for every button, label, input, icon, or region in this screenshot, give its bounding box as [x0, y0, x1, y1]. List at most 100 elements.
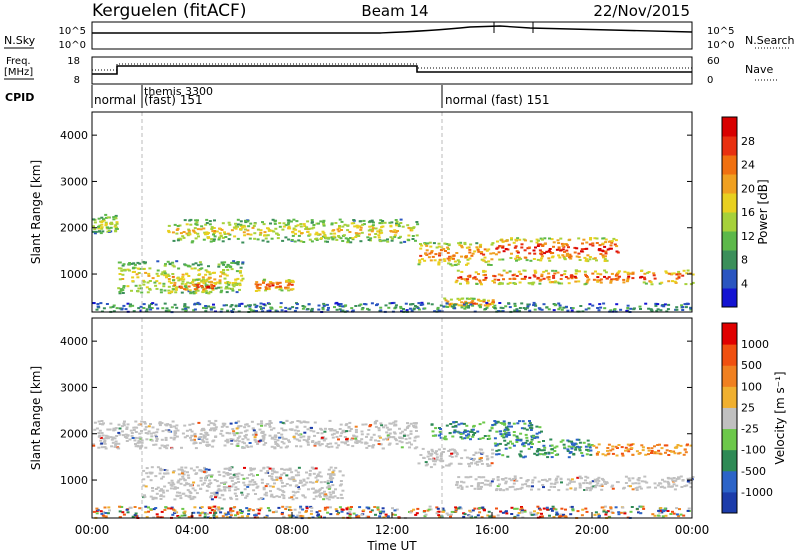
heatmap-cell [539, 515, 543, 518]
heatmap-cell [350, 222, 354, 225]
heatmap-cell [348, 514, 352, 517]
heatmap-cell [214, 511, 218, 514]
heatmap-cell [226, 281, 230, 283]
heatmap-cell [295, 432, 299, 435]
heatmap-cell [202, 440, 206, 443]
heatmap-cell [285, 474, 289, 477]
heatmap-cell [188, 490, 192, 493]
heatmap-cell [239, 228, 242, 231]
heatmap-cell [270, 477, 274, 480]
heatmap-cell [491, 280, 495, 282]
heatmap-cell [548, 251, 552, 253]
heatmap-cell [117, 423, 121, 426]
noise-left-tick-high: 10^5 [59, 26, 86, 37]
heatmap-cell [444, 438, 448, 441]
heatmap-cell [368, 225, 372, 228]
heatmap-cell [267, 227, 270, 230]
heatmap-cell [519, 273, 523, 276]
heatmap-cell [429, 245, 433, 248]
heatmap-cell [476, 484, 480, 486]
heatmap-cell [223, 231, 226, 234]
heatmap-cell [452, 303, 456, 306]
heatmap-cell [332, 229, 336, 232]
heatmap-cell [174, 288, 178, 291]
heatmap-cell [424, 252, 427, 255]
heatmap-cell [99, 302, 103, 305]
heatmap-cell [159, 516, 163, 519]
heatmap-cell [263, 424, 267, 427]
heatmap-cell [685, 484, 689, 487]
heatmap-cell [183, 304, 187, 307]
heatmap-cell [627, 477, 631, 480]
heatmap-cell [543, 478, 547, 481]
heatmap-cell [228, 233, 232, 236]
heatmap-cell [671, 280, 674, 283]
heatmap-cell [227, 511, 231, 514]
heatmap-cell [362, 509, 366, 512]
heatmap-cell [495, 430, 499, 433]
heatmap-cell [212, 427, 216, 430]
heatmap-cell [224, 287, 228, 290]
heatmap-cell [460, 270, 464, 273]
heatmap-cell [327, 485, 331, 487]
heatmap-cell [559, 440, 563, 443]
heatmap-cell [338, 484, 342, 487]
heatmap-cell [177, 468, 181, 471]
heatmap-cell [133, 263, 137, 266]
heatmap-cell [501, 245, 505, 248]
heatmap-cell [114, 440, 118, 443]
heatmap-cell [550, 451, 554, 454]
heatmap-cell [193, 489, 197, 492]
heatmap-cell [627, 275, 631, 278]
heatmap-cell [125, 426, 129, 429]
heatmap-cell [425, 249, 429, 252]
heatmap-cell [225, 438, 229, 441]
heatmap-cell [183, 436, 187, 439]
heatmap-cell [658, 443, 661, 446]
heatmap-cell [491, 478, 495, 481]
heatmap-cell [297, 239, 301, 242]
heatmap-cell [591, 242, 595, 245]
heatmap-cell [569, 480, 573, 483]
heatmap-cell [688, 272, 692, 275]
heatmap-cell [186, 471, 189, 474]
heatmap-cell [370, 302, 374, 305]
heatmap-cell [382, 426, 385, 429]
heatmap-cell [370, 225, 374, 228]
heatmap-cell [190, 434, 194, 437]
heatmap-cell [304, 228, 308, 230]
heatmap-cell [217, 506, 221, 509]
heatmap-cell [454, 281, 458, 284]
heatmap-cell [607, 443, 611, 446]
heatmap-cell [204, 307, 208, 310]
x-tick-label: 12:00 [375, 523, 410, 537]
heatmap-cell [245, 429, 249, 432]
heatmap-cell [460, 457, 464, 460]
heatmap-cell [442, 437, 446, 440]
heatmap-cell [315, 231, 319, 234]
heatmap-cell [360, 231, 364, 234]
heatmap-cell [517, 309, 521, 312]
heatmap-cell [279, 306, 283, 309]
heatmap-cell [316, 473, 320, 476]
heatmap-cell [527, 485, 531, 488]
heatmap-cell [181, 475, 185, 478]
heatmap-cell [408, 446, 411, 449]
heatmap-cell [460, 244, 463, 247]
heatmap-cell [238, 288, 241, 291]
heatmap-cell [434, 451, 437, 454]
heatmap-cell [510, 513, 514, 515]
heatmap-cell [551, 505, 555, 508]
heatmap-cell [466, 436, 470, 439]
y-tick-label: 1000 [60, 268, 88, 281]
heatmap-cell [594, 480, 597, 483]
heatmap-cell [147, 506, 150, 509]
heatmap-cell [346, 512, 350, 515]
heatmap-cell [122, 434, 125, 437]
heatmap-cell [212, 231, 216, 234]
heatmap-cell [517, 270, 521, 273]
heatmap-cell [338, 308, 342, 311]
heatmap-cell [503, 428, 507, 431]
heatmap-cell [128, 438, 132, 441]
heatmap-cell [376, 506, 380, 509]
